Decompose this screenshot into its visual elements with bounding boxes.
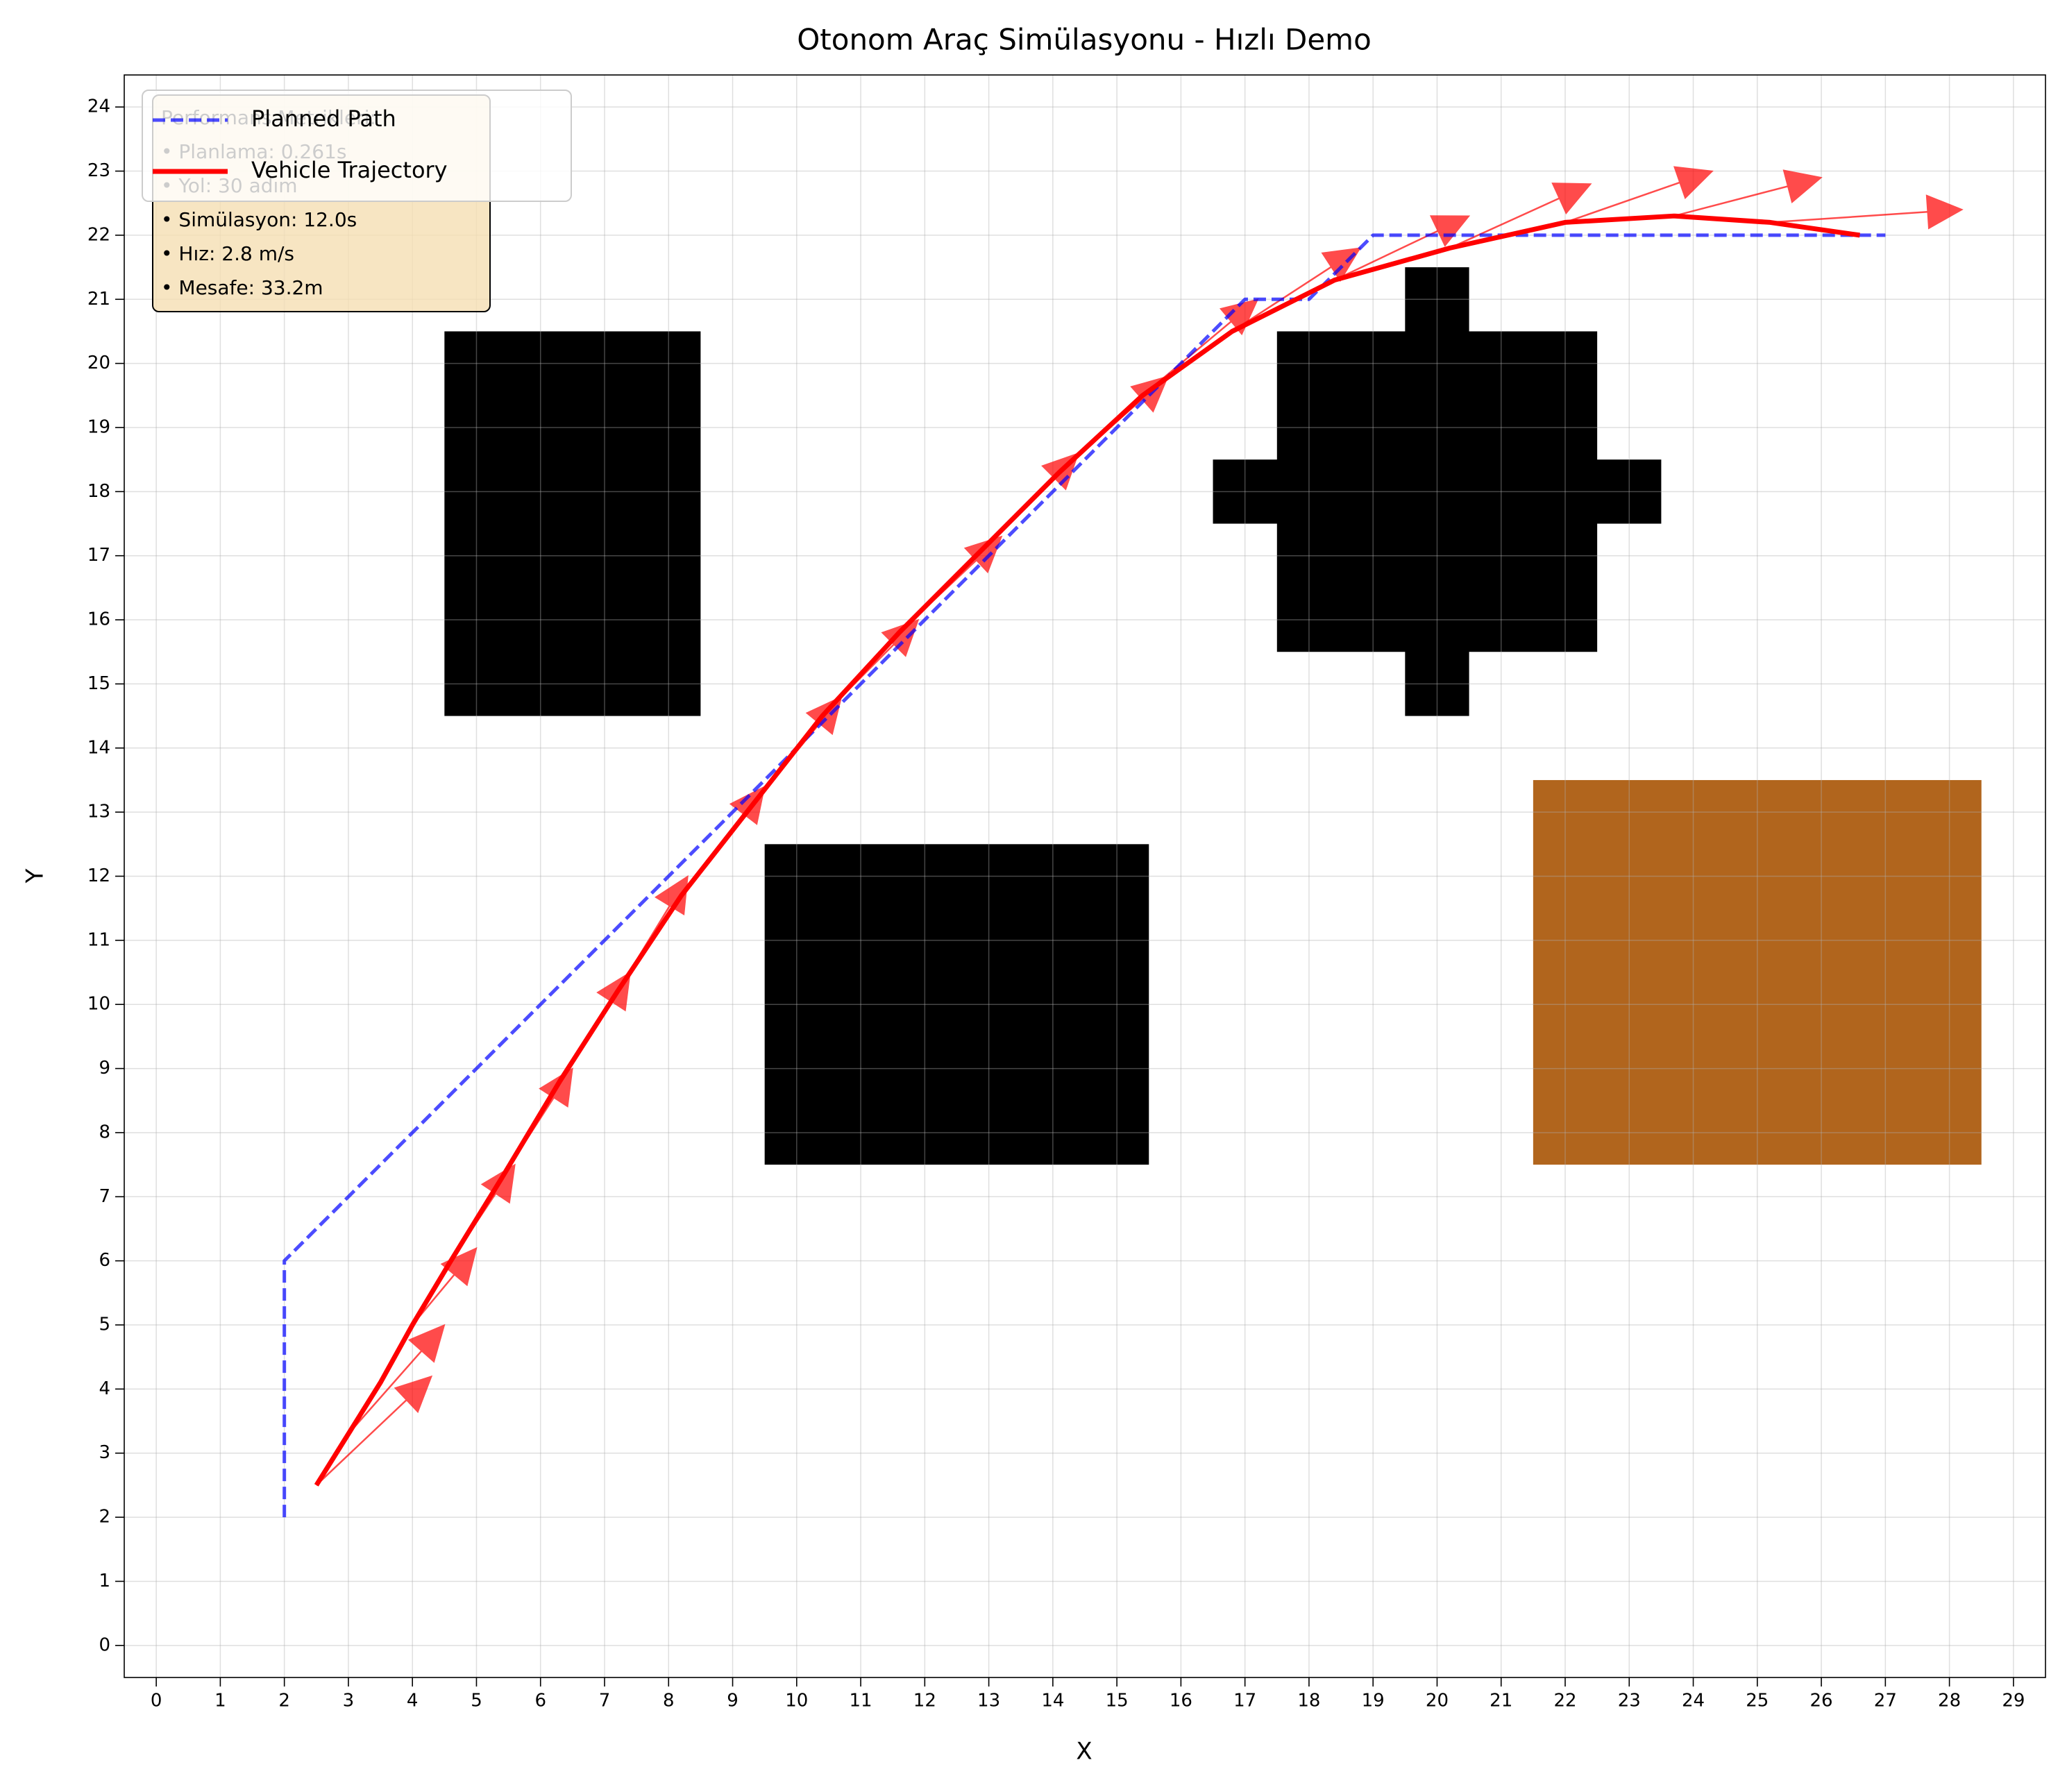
y-tick-label: 16: [87, 609, 110, 630]
y-axis-label: Y: [22, 868, 49, 884]
x-tick-label: 15: [1106, 1691, 1129, 1711]
y-tick-label: 7: [99, 1186, 110, 1207]
y-tick-label: 14: [87, 737, 110, 758]
y-tick-label: 3: [99, 1442, 110, 1463]
y-tick-label: 18: [87, 481, 110, 502]
x-tick-label: 4: [407, 1691, 419, 1711]
x-tick-label: 3: [343, 1691, 355, 1711]
y-tick-label: 8: [99, 1122, 110, 1142]
heading-arrow: [1564, 166, 1714, 223]
x-tick-label: 29: [2002, 1691, 2025, 1711]
x-tick-label: 6: [534, 1691, 546, 1711]
arrow-head: [1429, 215, 1471, 247]
info-line: • Hız: 2.8 m/s: [161, 242, 294, 265]
x-tick-label: 19: [1362, 1691, 1385, 1711]
y-tick-label: 13: [87, 802, 110, 822]
y-tick-label: 12: [87, 865, 110, 886]
x-tick-label: 23: [1618, 1691, 1641, 1711]
x-tick-label: 27: [1874, 1691, 1897, 1711]
y-tick-label: 22: [87, 224, 110, 245]
x-tick-label: 17: [1233, 1691, 1256, 1711]
series-line: [314, 213, 1860, 1487]
y-tick-label: 19: [87, 416, 110, 437]
arrow-head: [881, 618, 920, 657]
y-tick-label: 11: [87, 929, 110, 950]
x-tick-label: 18: [1297, 1691, 1320, 1711]
arrow-head: [1925, 194, 1964, 230]
axes-frame: [124, 74, 2046, 1678]
obstacle: [444, 331, 701, 716]
y-tick-label: 21: [87, 289, 110, 310]
y-tick-label: 6: [99, 1250, 110, 1271]
arrow-shaft: [315, 1399, 407, 1486]
y-tick-label: 20: [87, 353, 110, 373]
arrow-shaft: [1673, 185, 1789, 217]
heading-arrow: [1334, 215, 1471, 281]
x-tick-label: 24: [1682, 1691, 1705, 1711]
x-tick-label: 26: [1810, 1691, 1833, 1711]
y-tick-label: 0: [99, 1634, 110, 1655]
x-tick-label: 10: [785, 1691, 808, 1711]
x-tick-label: 5: [471, 1691, 482, 1711]
x-axis-label: X: [1076, 1738, 1092, 1766]
x-tick-label: 28: [1938, 1691, 1961, 1711]
x-tick-label: 2: [278, 1691, 290, 1711]
heading-arrow: [1449, 183, 1592, 249]
info-line: • Mesafe: 33.2m: [161, 276, 323, 299]
x-tick-label: 14: [1041, 1691, 1064, 1711]
x-tick-label: 9: [727, 1691, 739, 1711]
heading-arrow: [1770, 194, 1964, 230]
heading-arrow: [1231, 247, 1362, 332]
y-tick-label: 5: [99, 1315, 110, 1335]
arrow-shaft: [347, 1350, 423, 1435]
heading-arrow: [1673, 169, 1823, 217]
legend-label: Planned Path: [251, 105, 396, 132]
arrow-head: [394, 1375, 433, 1414]
y-tick-label: 15: [87, 673, 110, 694]
obstacle: [764, 844, 1149, 1165]
x-tick-label: 12: [913, 1691, 936, 1711]
arrow-head: [407, 1324, 446, 1363]
x-tick-label: 21: [1490, 1691, 1512, 1711]
x-tick-label: 8: [663, 1691, 675, 1711]
y-tick-label: 23: [87, 160, 110, 181]
x-tick-label: 1: [214, 1691, 226, 1711]
legend-box: [142, 90, 572, 202]
x-tick-label: 25: [1746, 1691, 1769, 1711]
arrow-head: [1673, 166, 1714, 200]
info-line: • Simülasyon: 12.0s: [161, 208, 357, 231]
chart-title: Otonom Araç Simülasyonu - Hızlı Demo: [797, 23, 1372, 57]
y-tick-label: 2: [99, 1507, 110, 1528]
heading-arrow: [347, 1324, 446, 1435]
arrow-head: [655, 875, 689, 915]
y-tick-label: 10: [87, 994, 110, 1015]
arrow-head: [1551, 183, 1592, 214]
y-tick-label: 9: [99, 1058, 110, 1079]
obstacle: [1405, 267, 1469, 716]
x-tick-label: 16: [1170, 1691, 1192, 1711]
arrow-shaft: [1449, 197, 1560, 249]
legend-label: Vehicle Trajectory: [251, 157, 448, 183]
arrow-shaft: [1334, 230, 1439, 281]
series-line: [282, 233, 1886, 1518]
x-tick-label: 20: [1426, 1691, 1449, 1711]
y-tick-label: 17: [87, 545, 110, 566]
arrow-head: [1782, 169, 1823, 203]
heading-arrow: [315, 1375, 433, 1486]
obstacle: [1533, 779, 1982, 1165]
arrow-shaft: [1770, 211, 1928, 223]
arrow-head: [440, 1246, 478, 1287]
x-tick-label: 7: [599, 1691, 611, 1711]
x-tick-label: 13: [977, 1691, 1000, 1711]
x-tick-label: 22: [1553, 1691, 1576, 1711]
x-tick-label: 0: [151, 1691, 162, 1711]
arrow-shaft: [1564, 181, 1680, 223]
y-tick-label: 4: [99, 1378, 110, 1399]
y-tick-label: 1: [99, 1571, 110, 1591]
x-tick-label: 11: [850, 1691, 872, 1711]
arrow-head: [963, 535, 1003, 574]
y-tick-label: 24: [87, 96, 110, 117]
